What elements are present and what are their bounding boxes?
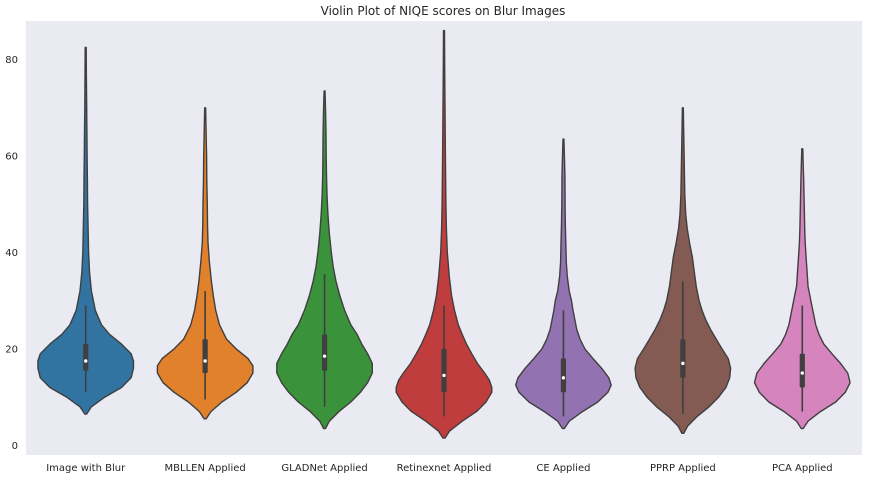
y-tick-label: 60 [5,152,18,163]
y-tick-label: 40 [5,248,18,259]
violin-body [37,46,135,415]
y-tick-label: 20 [5,344,18,355]
x-tick-label: Retinexnet Applied [397,463,492,474]
violin-iqr-box [441,348,447,393]
x-tick-label: CE Applied [536,463,590,474]
violin-iqr-box [202,339,208,374]
violin-median [84,359,88,363]
y-tick-label: 0 [12,441,18,452]
violin-median [322,354,327,358]
y-tick-label: 80 [5,55,18,66]
violin-median [442,373,446,378]
violin-iqr-box [560,358,567,393]
violin-body [395,29,493,439]
x-axis: Image with Blur MBLLEN Applied GLADNet App… [46,463,832,474]
violin-median [561,376,566,380]
violin-iqr-box [799,353,805,388]
violin-median [800,371,804,375]
x-tick-label: Image with Blur [46,463,126,474]
y-axis: 0 20 40 60 80 [5,55,18,452]
violin-iqr-box [321,334,328,371]
violin-median [681,361,685,366]
violin-body [753,148,851,430]
violin-iqr-box [83,344,89,371]
violin-iqr-box [680,339,686,378]
violin-body [634,107,732,434]
chart-title: Violin Plot of NIQE scores on Blur Image… [321,4,566,18]
x-tick-label: PCA Applied [772,463,833,474]
violin-median [203,359,207,363]
violin-body [515,138,612,430]
violin-body [276,90,373,430]
x-tick-label: MBLLEN Applied [165,463,246,474]
violins [37,29,851,439]
violin-body [156,107,254,420]
x-tick-label: PPRP Applied [650,463,716,474]
x-tick-label: GLADNet Applied [281,463,367,474]
